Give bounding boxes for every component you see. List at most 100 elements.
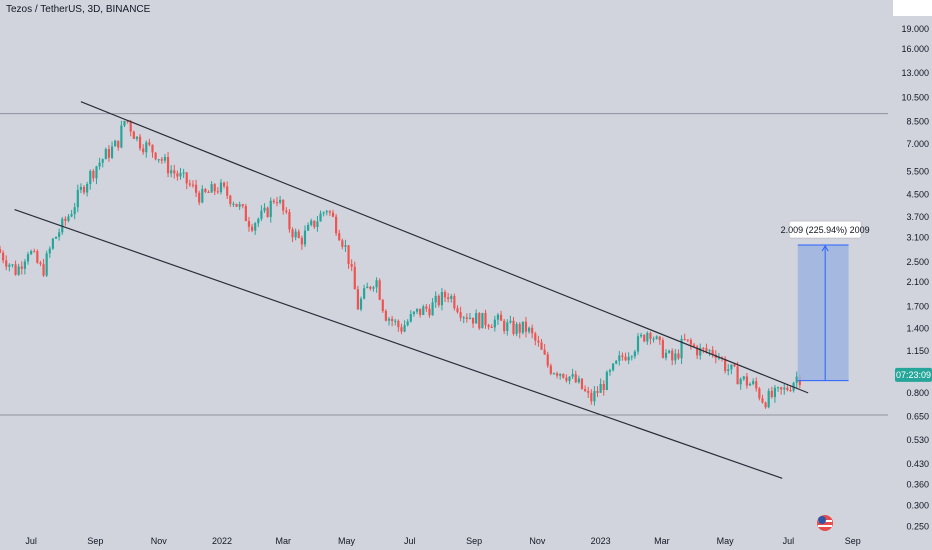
candle xyxy=(493,319,496,328)
candle xyxy=(39,262,42,265)
candle xyxy=(135,136,139,139)
candle xyxy=(577,378,580,383)
candle xyxy=(630,356,633,358)
candle xyxy=(151,144,154,153)
candle xyxy=(736,366,739,385)
candle xyxy=(531,327,534,334)
candle xyxy=(752,381,755,384)
candle xyxy=(699,347,702,356)
candle xyxy=(120,125,123,148)
candle xyxy=(359,298,363,310)
candle xyxy=(503,320,506,332)
candle xyxy=(748,383,752,386)
candle xyxy=(213,184,216,192)
candle xyxy=(104,149,107,160)
candle xyxy=(372,287,375,289)
candle xyxy=(674,353,677,361)
candle xyxy=(786,387,789,391)
candle xyxy=(307,224,310,231)
candle xyxy=(14,264,17,275)
candle xyxy=(145,142,148,153)
candle xyxy=(325,211,328,213)
candle xyxy=(605,371,608,390)
candle xyxy=(229,195,232,204)
x-tick-label: Sep xyxy=(466,536,482,546)
candle xyxy=(366,286,369,289)
candle xyxy=(683,338,686,340)
candle xyxy=(216,191,219,193)
candle xyxy=(154,152,157,160)
candle xyxy=(201,188,204,203)
candle xyxy=(543,349,546,355)
y-tick-label: 3.100 xyxy=(906,232,929,242)
candle xyxy=(696,346,699,356)
candle xyxy=(773,387,777,398)
price-tag-label: 07:23:09 xyxy=(896,370,931,380)
candle xyxy=(328,211,331,213)
x-tick-label: Jul xyxy=(783,536,795,546)
candle xyxy=(562,373,565,378)
candle xyxy=(475,313,478,324)
candle xyxy=(534,333,537,341)
candle xyxy=(114,140,117,147)
candle xyxy=(527,327,531,332)
candle xyxy=(403,325,406,332)
candle xyxy=(443,292,447,298)
candle xyxy=(711,350,714,355)
candle xyxy=(499,314,503,321)
candle xyxy=(176,173,179,177)
candle xyxy=(226,186,229,196)
candle xyxy=(300,237,303,245)
price-tag-box xyxy=(895,367,932,382)
candle xyxy=(95,166,98,179)
candle xyxy=(453,296,456,309)
measure-box xyxy=(797,245,849,381)
price-tag: 07:23:09 xyxy=(895,367,932,382)
candle xyxy=(123,120,126,126)
candle xyxy=(708,350,711,352)
y-tick-label: 5.500 xyxy=(906,167,929,177)
candle xyxy=(468,317,472,319)
candle xyxy=(518,323,521,333)
candle xyxy=(506,322,509,332)
candle xyxy=(266,207,269,217)
candle xyxy=(770,390,773,398)
candle xyxy=(658,336,661,341)
y-tick-label: 8.500 xyxy=(906,117,929,127)
candle xyxy=(30,251,33,255)
candle xyxy=(338,233,341,241)
candle xyxy=(232,203,235,205)
candle xyxy=(51,238,54,249)
candle xyxy=(142,148,145,153)
candle xyxy=(33,251,36,253)
trendline xyxy=(14,208,783,479)
candle xyxy=(780,387,783,390)
candle xyxy=(652,338,655,340)
x-tick-label: Mar xyxy=(275,536,291,546)
x-tick-label: Sep xyxy=(845,536,861,546)
candle xyxy=(394,320,397,322)
candle xyxy=(615,360,618,364)
candle xyxy=(285,210,288,213)
y-tick-label: 0.430 xyxy=(906,459,929,469)
candle xyxy=(222,182,226,187)
candle xyxy=(412,311,416,314)
candle xyxy=(487,325,490,327)
measure-label-box xyxy=(788,220,862,239)
trendlines xyxy=(14,101,809,479)
candle xyxy=(89,170,92,185)
y-tick-label: 1.400 xyxy=(906,324,929,334)
candle xyxy=(138,136,142,149)
candle xyxy=(260,210,263,219)
y-tick-label: 19.000 xyxy=(901,24,929,34)
candle xyxy=(565,377,568,381)
candle xyxy=(655,336,658,339)
candle xyxy=(107,149,111,158)
y-tick-label: 1.700 xyxy=(906,301,929,311)
candle xyxy=(210,184,213,193)
top-scale-box xyxy=(893,0,932,16)
candle xyxy=(624,356,627,361)
candle xyxy=(11,264,14,266)
candle xyxy=(618,355,621,361)
